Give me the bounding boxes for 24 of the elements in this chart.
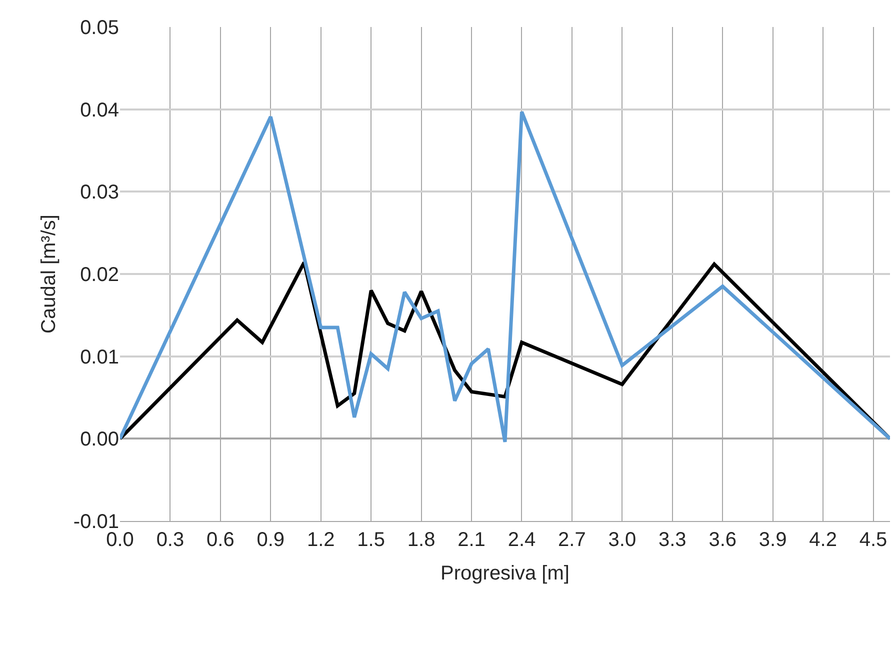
x-tick-label: 4.5 <box>859 529 888 551</box>
x-tick-label: 0.9 <box>256 529 285 551</box>
x-tick-label: 4.2 <box>809 529 837 551</box>
x-tick-label: 0.3 <box>156 529 184 551</box>
x-tick-label: 1.5 <box>357 529 385 551</box>
y-axis-title: Caudal [m³/s] <box>38 214 60 334</box>
y-tick-label: 0.02 <box>80 264 119 286</box>
x-axis-title: Progresiva [m] <box>440 562 570 584</box>
x-tick-label: 3.6 <box>708 529 737 551</box>
x-tick-label: 2.4 <box>508 529 536 551</box>
x-tick-label: 1.2 <box>306 529 335 551</box>
y-tick-label: 0.03 <box>80 182 119 204</box>
x-tick-label: 2.7 <box>558 529 586 551</box>
line-series <box>120 110 890 444</box>
x-tick-label: 3.9 <box>758 529 787 551</box>
y-tick-label: 0.04 <box>80 99 119 122</box>
x-tick-label: 0.6 <box>206 529 234 551</box>
x-tick-label: 2.1 <box>458 529 486 551</box>
y-tick-label: 0.00 <box>80 428 119 451</box>
x-tick-label: 3.0 <box>608 529 636 551</box>
y-tick-label: 0.05 <box>80 17 119 39</box>
y-tick-label: 0.01 <box>80 346 119 368</box>
x-tick-label: 3.3 <box>658 529 686 551</box>
x-tick-label: 1.8 <box>407 529 436 551</box>
